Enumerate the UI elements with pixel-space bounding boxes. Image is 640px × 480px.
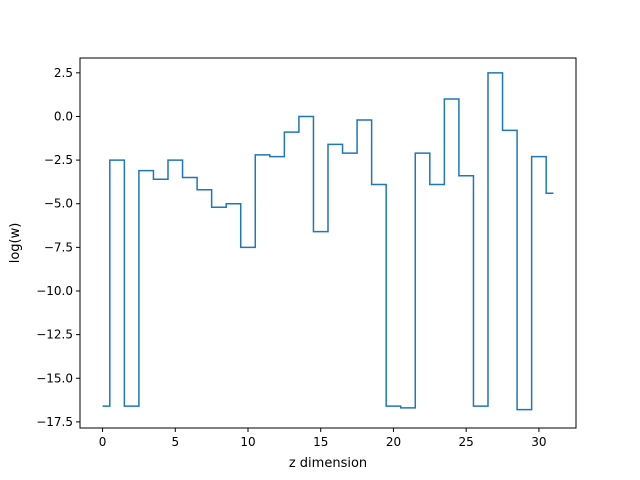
y-axis-ticks: 2.5 0.0 −2.5 −5.0 −7.5 −10.0 −12.5 −15.0 −17.5 [36, 66, 80, 429]
series-layer [102, 72, 554, 411]
x-tick-label: 20 [386, 435, 401, 449]
y-tick-label: −15.0 [36, 371, 73, 385]
y-axis-label: log(w) [8, 223, 23, 264]
y-tick-label: 2.5 [54, 66, 73, 80]
x-axis-ticks: 0 5 10 15 20 25 30 [99, 428, 547, 449]
series-line-0 [102, 72, 554, 411]
x-tick-label: 25 [459, 435, 474, 449]
x-tick-label: 0 [99, 435, 107, 449]
x-tick-label: 5 [171, 435, 179, 449]
x-tick-label: 30 [531, 435, 546, 449]
x-tick-label: 10 [240, 435, 255, 449]
y-tick-label: −5.0 [44, 197, 73, 211]
x-tick-label: 15 [313, 435, 328, 449]
axes-frame [79, 57, 577, 429]
x-axis-label: z dimension [289, 456, 367, 471]
y-tick-label: −12.5 [36, 328, 73, 342]
y-tick-label: −2.5 [44, 153, 73, 167]
y-tick-label: 0.0 [54, 109, 73, 123]
y-tick-label: −7.5 [44, 240, 73, 254]
y-tick-label: −17.5 [36, 415, 73, 429]
y-tick-label: −10.0 [36, 284, 73, 298]
